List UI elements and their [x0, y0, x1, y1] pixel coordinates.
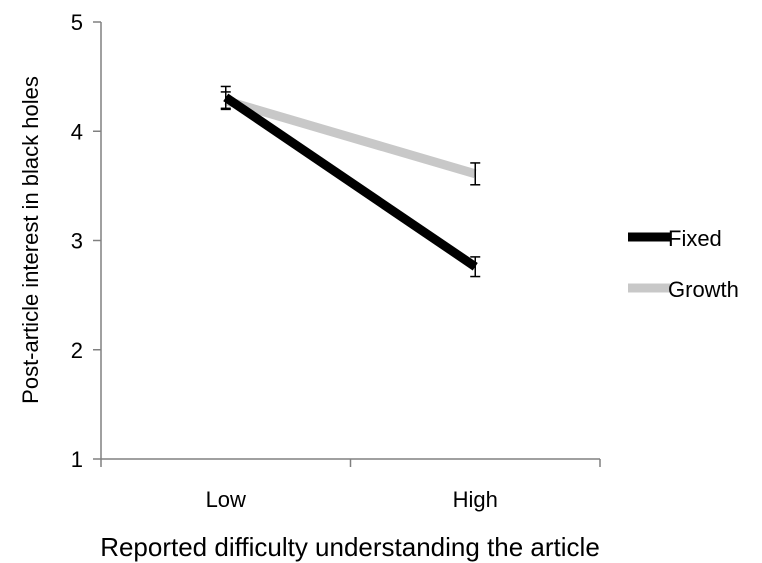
legend: Fixed Growth	[628, 226, 739, 302]
legend-label: Fixed	[668, 226, 722, 251]
series-layer	[220, 85, 481, 278]
x-ticks: Low High	[100, 459, 601, 512]
series-line-growth	[224, 96, 477, 179]
y-tick-label: 5	[71, 10, 83, 35]
series-fixed	[220, 85, 481, 278]
x-tick-label: Low	[206, 487, 246, 512]
x-axis-title: Reported difficulty understanding the ar…	[100, 532, 600, 562]
y-tick-label: 1	[71, 447, 83, 472]
y-axis-title: Post-article interest in black holes	[18, 76, 43, 404]
legend-item-growth: Growth	[628, 277, 739, 302]
y-tick-label: 2	[71, 338, 83, 363]
legend-item-fixed: Fixed	[628, 226, 722, 251]
x-tick-label: High	[453, 487, 498, 512]
y-tick-label: 3	[71, 229, 83, 254]
legend-label: Growth	[668, 277, 739, 302]
axes: 1 2 3 4 5 Low High	[71, 10, 601, 512]
y-tick-label: 4	[71, 119, 83, 144]
series-line-fixed	[223, 93, 478, 271]
series-growth	[220, 91, 481, 186]
y-ticks: 1 2 3 4 5	[71, 10, 101, 472]
